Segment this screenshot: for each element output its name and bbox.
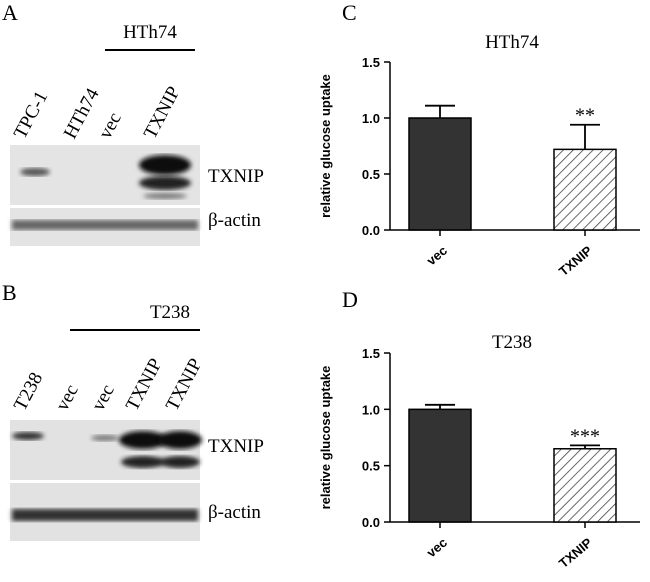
bar (553, 148, 617, 231)
panel-label: B (2, 280, 17, 305)
y-tick-label: 1.5 (362, 346, 380, 361)
y-tick-label: 0.0 (362, 515, 380, 530)
bar (553, 448, 617, 523)
y-tick-label: 0.5 (362, 167, 380, 182)
panel-label: C (342, 0, 357, 25)
group-label: HTh74 (123, 22, 177, 43)
x-tick-label: TXNIP (556, 243, 595, 279)
bar (408, 408, 472, 523)
band-label: β-actin (208, 210, 261, 231)
lane-label: vec (88, 381, 119, 414)
chart-title: T238 (492, 332, 532, 353)
y-axis-label: relative glucose uptake (318, 74, 333, 218)
lane-label: vec (52, 381, 83, 414)
y-tick-label: 0.0 (362, 223, 380, 238)
band-label: TXNIP (208, 436, 264, 457)
x-tick-label: TXNIP (556, 535, 595, 571)
x-tick-label: vec (424, 243, 450, 268)
lane-label: TXNIP (140, 83, 185, 142)
y-tick-label: 1.0 (362, 111, 380, 126)
band-label: β-actin (208, 502, 261, 523)
bar (408, 117, 472, 231)
y-axis-label: relative glucose uptake (318, 366, 333, 510)
lane-label: vec (95, 109, 126, 142)
panel-label: A (2, 0, 18, 25)
significance: *** (570, 425, 600, 447)
lane-label: T238 (10, 369, 47, 414)
lane-label: TXNIP (122, 355, 167, 414)
x-tick-label: vec (424, 535, 450, 560)
y-tick-label: 1.5 (362, 55, 380, 70)
lane-label: TXNIP (162, 355, 207, 414)
lane-label: TPC-1 (10, 88, 52, 143)
y-tick-label: 1.0 (362, 402, 380, 417)
panel-label: D (342, 287, 358, 312)
significance: ** (575, 105, 595, 127)
blot-b (10, 420, 202, 541)
group-label: T238 (150, 302, 190, 323)
y-tick-label: 0.5 (362, 459, 380, 474)
chart-title: HTh74 (485, 32, 539, 53)
band-label: TXNIP (208, 166, 264, 187)
blot-a (10, 145, 200, 246)
